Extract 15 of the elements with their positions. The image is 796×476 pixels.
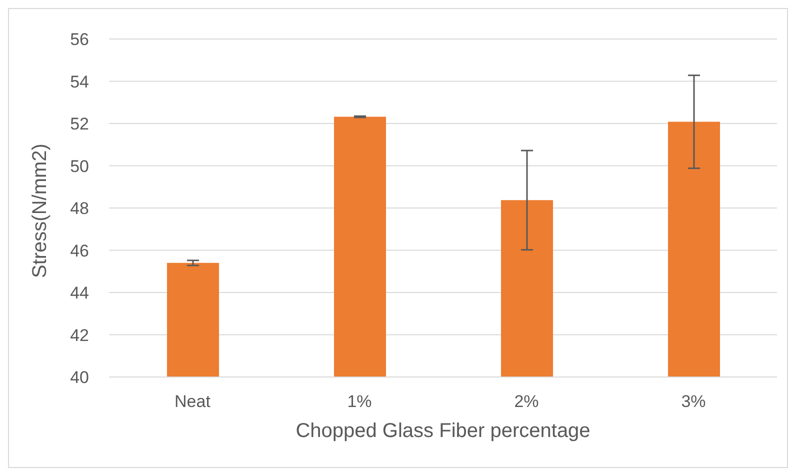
y-tick-label: 40 — [70, 368, 89, 388]
x-tick-label: 2% — [514, 392, 539, 412]
y-tick-label: 56 — [70, 30, 89, 50]
y-axis-title: Stress(N/mm2) — [29, 144, 52, 278]
y-tick-label: 54 — [70, 72, 89, 92]
y-tick-label: 52 — [70, 114, 89, 134]
x-axis-title: Chopped Glass Fiber percentage — [296, 420, 590, 442]
y-tick-label: 48 — [70, 199, 89, 218]
y-tick-label: 46 — [70, 241, 89, 260]
x-tick-label: 3% — [681, 392, 706, 412]
y-tick-label: 42 — [70, 326, 89, 345]
y-tick-label: 44 — [70, 284, 89, 303]
y-tick-label: 50 — [70, 156, 89, 176]
x-tick-label: 1% — [347, 392, 372, 412]
x-tick-label: Neat — [174, 392, 211, 412]
